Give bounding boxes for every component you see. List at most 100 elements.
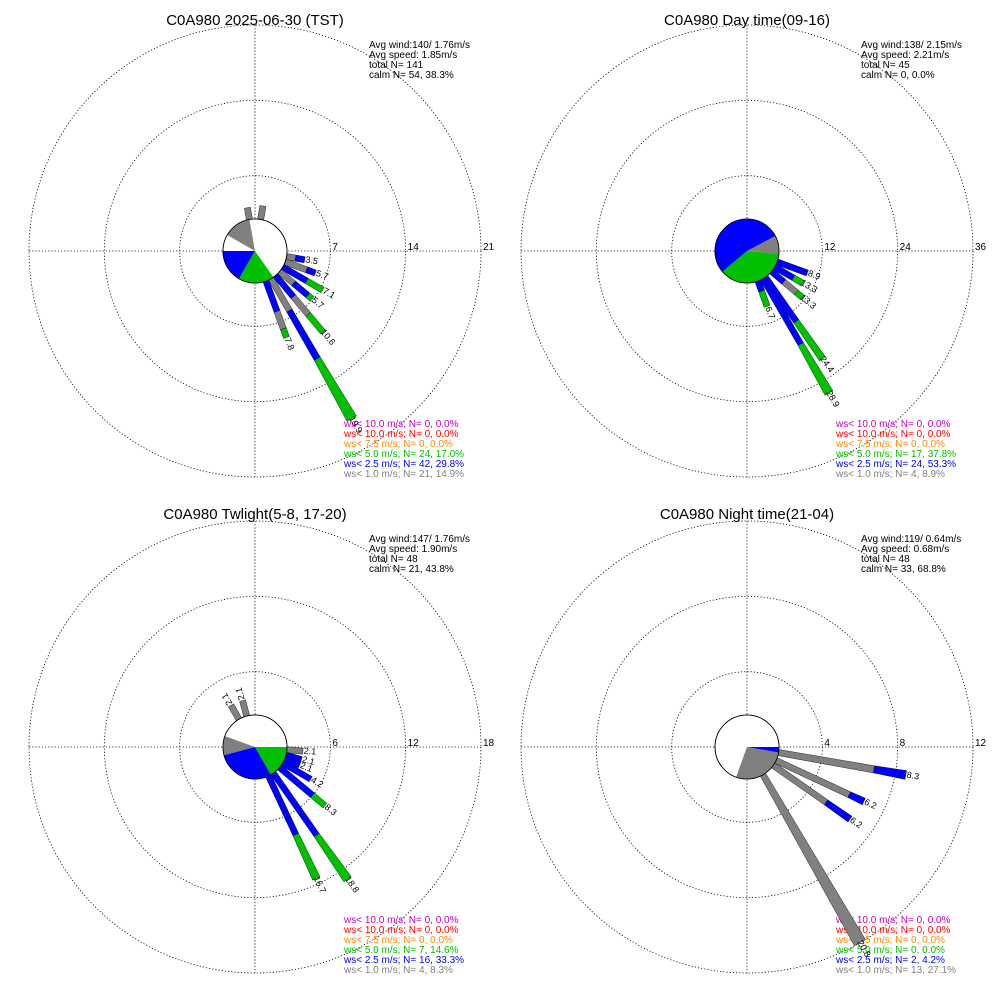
ring-tick-label: 21 <box>483 242 495 253</box>
petal-segment <box>760 772 866 947</box>
petal-segment <box>257 205 267 221</box>
calm-circle-outline <box>222 714 288 780</box>
stat-line: Avg speed: 0.68m/s <box>861 544 949 555</box>
panel-title: C0A980 2025-06-30 (TST) <box>166 12 344 29</box>
stat-line: total N= 48 <box>369 554 418 565</box>
petal-label: 6.2 <box>863 797 879 811</box>
ring-tick-label: 24 <box>900 242 912 253</box>
legend-entry: ws< 5.0 m/s; N= 7, 14.6% <box>343 945 459 956</box>
calm-circle-outline <box>714 218 780 284</box>
legend-entry: ws< 10.0 m/s; N= 0, 0.0% <box>835 419 951 430</box>
legend-entry: ws< 2.5 m/s; N= 42, 29.8% <box>343 459 464 470</box>
petal-label: 2.1 <box>303 746 316 757</box>
stat-line: Avg wind:119/ 0.64m/s <box>861 534 961 545</box>
windrose-panel: C0A980 Day time(09-16) 12 24 36 Avg wind:138… <box>520 12 987 480</box>
stat-line: Avg speed: 1.85m/s <box>369 50 457 61</box>
petal-label: 7.8 <box>283 336 297 351</box>
ring-tick-label: 8 <box>900 738 906 749</box>
stat-line: total N= 45 <box>861 60 910 71</box>
stat-line: Avg speed: 2.21m/s <box>861 50 949 61</box>
petal-label: 3.5 <box>305 254 319 266</box>
petal-label: 6.7 <box>763 305 777 320</box>
calm-pie-slice <box>222 736 255 756</box>
ring-tick-label: 7 <box>332 242 338 253</box>
petal-segment <box>294 254 306 264</box>
petal-segment <box>286 308 321 361</box>
calm-pie-slice <box>722 251 779 284</box>
stat-line: Avg wind:140/ 1.76m/s <box>369 40 470 51</box>
calm-circle-outline <box>222 218 288 284</box>
legend-entry: ws< 10.0 m/s; N= 0, 0.0% <box>835 429 951 440</box>
petal-segment <box>313 356 357 422</box>
petal-label: 18.8 <box>343 874 361 894</box>
stat-line: total N= 141 <box>369 60 424 71</box>
petal-segment <box>292 833 321 881</box>
ring-tick-label: 14 <box>408 242 420 253</box>
calm-circle-outline <box>714 714 780 780</box>
panel-title: C0A980 Night time(21-04) <box>660 506 834 523</box>
calm-pie-slice <box>747 236 780 254</box>
petal-segment <box>758 289 771 308</box>
petal-segment <box>793 319 826 362</box>
legend-entry: ws< 2.5 m/s; N= 2, 4.2% <box>835 955 945 966</box>
stat-line: Avg speed: 1.90m/s <box>369 544 457 555</box>
legend-entry: ws< 2.5 m/s; N= 24, 53.3% <box>835 459 956 470</box>
petal-segment <box>239 699 250 718</box>
legend-entry: ws< 10.0 m/s; N= 0, 0.0% <box>835 925 951 936</box>
panel-title: C0A980 Day time(09-16) <box>664 12 830 29</box>
legend-entry: ws< 5.0 m/s; N= 24, 17.0% <box>343 449 464 460</box>
ring-tick-label: 6 <box>332 738 338 749</box>
calm-pie-slice <box>239 251 274 284</box>
petal-label: 16.7 <box>312 875 328 895</box>
petal-label: 5.7 <box>315 268 330 282</box>
windrose-panel: C0A980 Twlight(5-8, 17-20) 6 12 18 Avg wind:… <box>28 506 495 976</box>
legend-entry: ws< 1.0 m/s; N= 21, 14.9% <box>343 469 464 480</box>
stat-line: Avg wind:147/ 1.76m/s <box>369 534 470 545</box>
petal-label: 2.1 <box>301 754 316 767</box>
petal-label: 8.3 <box>906 770 920 782</box>
ring-tick-label: 18 <box>483 738 495 749</box>
petal-segment <box>791 274 805 287</box>
legend-entry: ws< 1.0 m/s; N= 13, 27.1% <box>835 965 956 976</box>
petal-segment <box>228 703 242 722</box>
petal-segment <box>305 292 315 302</box>
petal-segment <box>310 792 328 809</box>
legend-entry: ws< 5.0 m/s; N= 17, 37.8% <box>835 449 956 460</box>
ring-tick-label: 36 <box>975 242 987 253</box>
grid-ring <box>103 99 407 403</box>
legend-entry: ws< 2.5 m/s; N= 16, 33.3% <box>343 955 464 966</box>
petal-segment <box>280 327 290 339</box>
legend-entry: ws< 10.0 m/s; N= 0, 0.0% <box>835 915 951 926</box>
stat-line: calm N= 21, 43.8% <box>369 564 454 575</box>
legend-entry: ws< 5.0 m/s; N= 0, 0.0% <box>835 945 945 956</box>
petal-label: 8.9 <box>807 268 822 282</box>
ring-tick-label: 12 <box>975 738 987 749</box>
panel-title: C0A980 Twlight(5-8, 17-20) <box>163 506 346 523</box>
legend-entry: ws< 10.0 m/s; N= 0, 0.0% <box>343 419 459 430</box>
petal-segment <box>847 791 866 806</box>
ring-tick-label: 12 <box>824 242 836 253</box>
legend-entry: ws< 1.0 m/s; N= 4, 8.3% <box>343 965 453 976</box>
stat-line: calm N= 33, 68.8% <box>861 564 946 575</box>
ring-tick-label: 4 <box>824 738 830 749</box>
grid-ring <box>103 595 407 899</box>
windrose-panel: C0A980 Night time(21-04) 4 8 12 Avg wind:119… <box>520 506 987 976</box>
calm-pie-slice <box>715 219 776 272</box>
stat-line: calm N= 0, 0.0% <box>861 70 935 81</box>
calm-pie-slice <box>747 747 779 753</box>
legend-entry: ws< 10.0 m/s; N= 0, 0.0% <box>343 925 459 936</box>
petal-segment <box>873 765 907 780</box>
petal-segment <box>313 832 352 882</box>
grid-ring <box>595 99 899 403</box>
petal-segment <box>244 206 253 221</box>
petal-segment <box>305 312 326 335</box>
petal-segment <box>794 289 805 301</box>
windrose-panel: C0A980 2025-06-30 (TST) 7 14 21 Avg wind:140… <box>28 12 495 480</box>
legend-entry: ws< 1.0 m/s; N= 4, 8.9% <box>835 469 945 480</box>
calm-pie-slice <box>224 747 271 779</box>
legend-entry: ws< 10.0 m/s; N= 0, 0.0% <box>343 429 459 440</box>
petal-label: 2.1 <box>234 686 247 701</box>
stat-line: calm N= 54, 38.3% <box>369 70 454 81</box>
petal-segment <box>304 277 325 293</box>
